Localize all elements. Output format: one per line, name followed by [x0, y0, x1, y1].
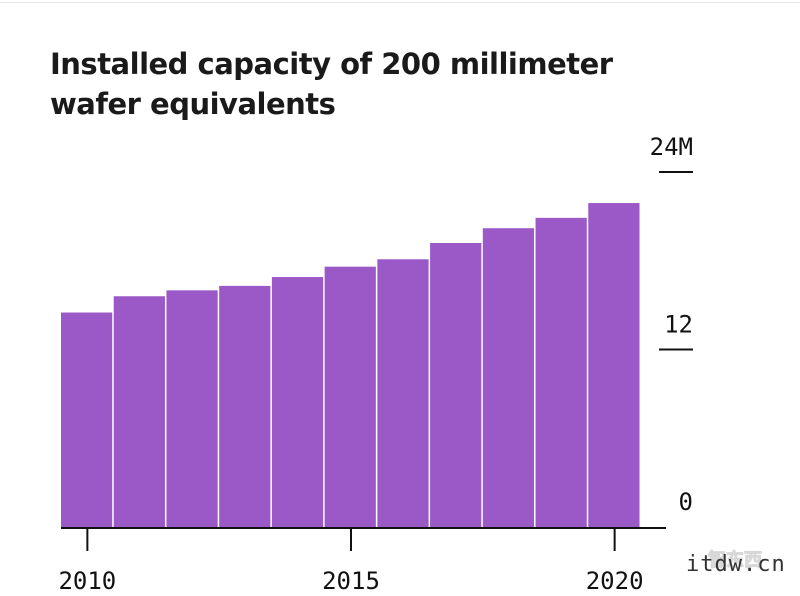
bar-2016 — [377, 259, 429, 527]
bar-2012 — [166, 290, 218, 527]
bar-2014 — [271, 277, 324, 527]
x-tick-label-2015: 2015 — [322, 567, 380, 595]
bar-2015 — [324, 266, 376, 527]
x-tick-label-2010: 2010 — [58, 567, 116, 595]
bar-2020 — [588, 203, 640, 527]
bar-2013 — [219, 285, 271, 527]
bar-2018 — [482, 228, 535, 528]
y-tick-label-24: 24M — [650, 133, 693, 161]
y-tick-label-12: 12 — [664, 311, 693, 339]
top-divider — [0, 2, 800, 3]
bar-2010 — [61, 312, 113, 527]
watermark-text: itdw.cn — [686, 552, 786, 577]
bar-2011 — [113, 296, 165, 527]
bar-2019 — [535, 217, 587, 527]
x-axis: 2010 2015 2020 — [58, 527, 666, 595]
bar-2017 — [430, 243, 482, 527]
chart-title: Installed capacity of 200 millimeter waf… — [50, 47, 613, 121]
y-tick-label-0: 0 — [679, 488, 693, 516]
x-tick-label-2020: 2020 — [586, 567, 644, 595]
watermark-logo: 智东西 — [690, 548, 780, 572]
y-axis: 24M 12 0 — [650, 133, 693, 516]
svg-text:智东西: 智东西 — [708, 549, 762, 570]
bars-group — [61, 203, 640, 528]
